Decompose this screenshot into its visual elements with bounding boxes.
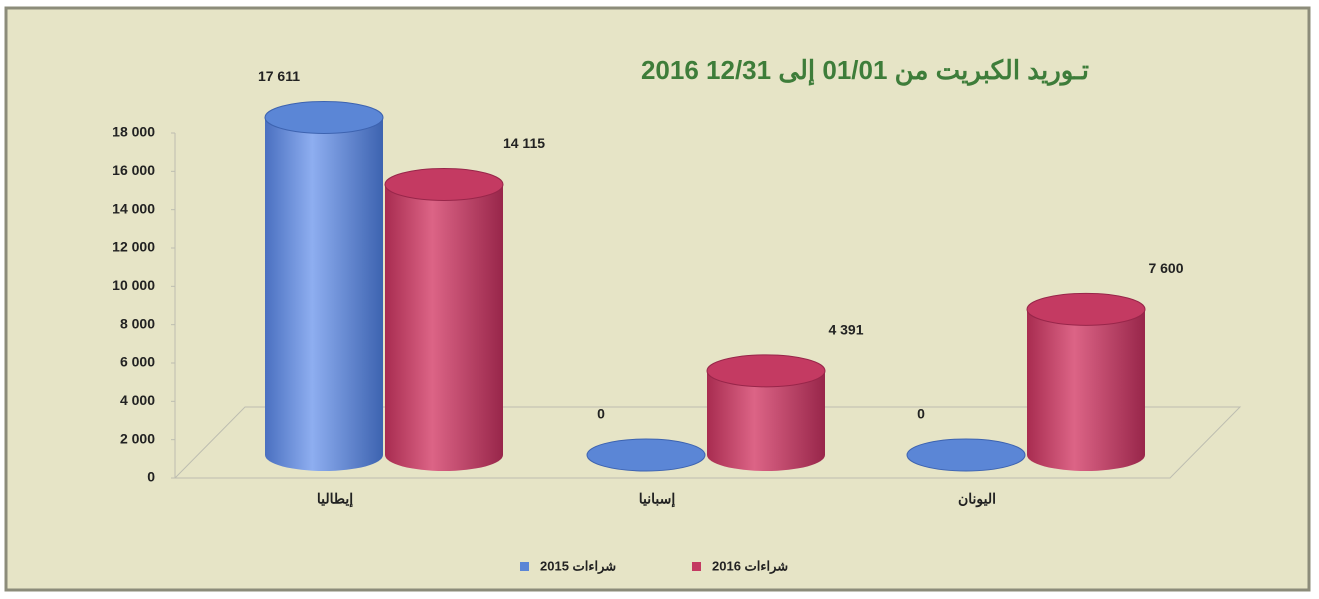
bar-top xyxy=(706,354,826,388)
y-tick-label: 14 000 xyxy=(112,200,155,216)
bar-top xyxy=(906,438,1026,472)
x-tick-label: اليونان xyxy=(958,491,996,508)
x-tick-label: إسبانيا xyxy=(639,491,676,509)
legend-swatch xyxy=(520,562,529,571)
y-tick-label: 8 000 xyxy=(120,315,155,331)
y-tick-label: 18 000 xyxy=(112,124,155,140)
bar xyxy=(265,117,383,471)
bar-top xyxy=(264,100,384,134)
bar xyxy=(1027,309,1145,471)
legend-swatch xyxy=(692,562,701,571)
bar xyxy=(385,184,503,471)
value-label: 7 600 xyxy=(1148,260,1183,276)
value-label: 4 391 xyxy=(828,322,863,338)
x-tick-label: إيطاليا xyxy=(317,491,353,509)
value-label: 14 115 xyxy=(503,135,545,151)
y-tick-label: 6 000 xyxy=(120,354,155,370)
bar-top xyxy=(586,438,706,472)
value-label: 17 611 xyxy=(258,68,300,84)
y-tick-label: 4 000 xyxy=(120,392,155,408)
y-tick-label: 2 000 xyxy=(120,430,155,446)
bar xyxy=(707,370,825,471)
legend-label: شراءات 2016 xyxy=(712,558,788,574)
value-label: 0 xyxy=(917,406,925,422)
y-tick-label: 12 000 xyxy=(112,239,155,255)
chart-title: تـوريد الكبريت من 01/01 إلى 12/31 2016 xyxy=(641,55,1089,86)
y-tick-label: 10 000 xyxy=(112,277,155,293)
value-label: 0 xyxy=(597,406,605,422)
y-tick-label: 0 xyxy=(147,469,155,485)
y-tick-label: 16 000 xyxy=(112,162,155,178)
bar-top xyxy=(1026,292,1146,326)
bar-top xyxy=(384,167,504,201)
floor xyxy=(173,406,1242,479)
legend-label: شراءات 2015 xyxy=(540,558,616,574)
